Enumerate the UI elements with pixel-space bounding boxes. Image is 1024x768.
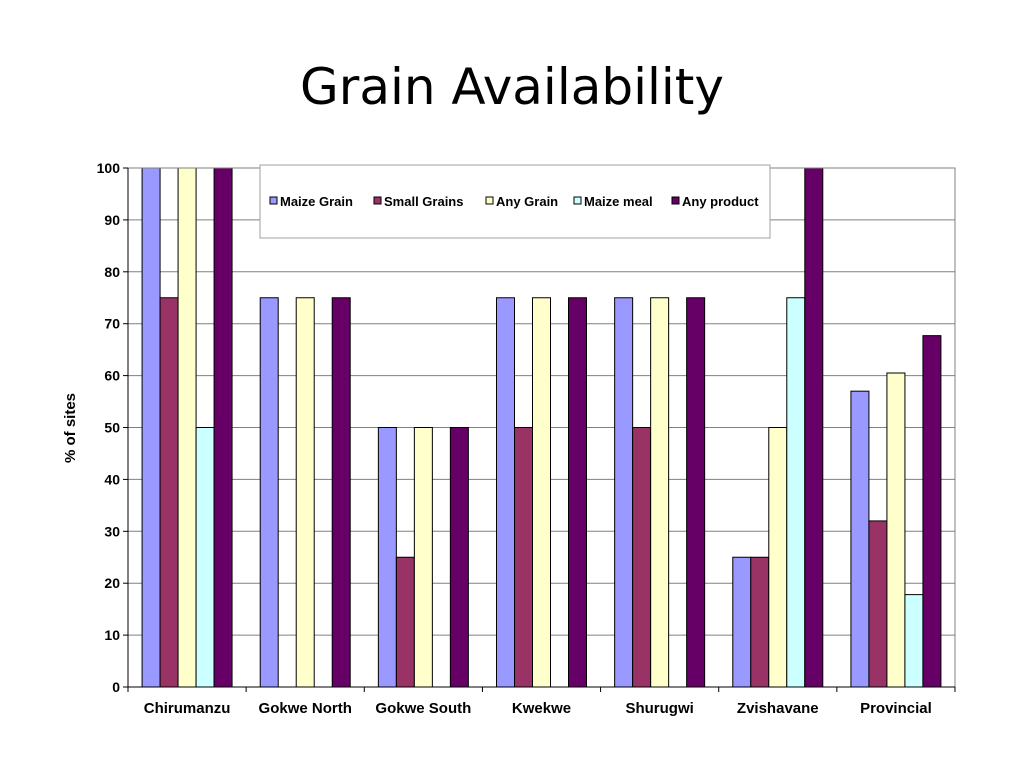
legend-label: Maize Grain bbox=[280, 194, 353, 209]
y-tick-label: 20 bbox=[104, 575, 120, 591]
bar bbox=[568, 297, 587, 688]
bar bbox=[850, 390, 870, 688]
y-tick-label: 10 bbox=[104, 627, 120, 643]
x-category-label: Provincial bbox=[860, 700, 932, 717]
bar bbox=[259, 297, 279, 688]
legend: Maize Grain Small Grains Any Grain Maize me… bbox=[259, 164, 771, 239]
x-category-label: Gokwe South bbox=[375, 700, 471, 717]
legend-swatch bbox=[485, 196, 494, 205]
bar bbox=[514, 427, 533, 688]
bars bbox=[141, 167, 942, 688]
bar bbox=[732, 556, 752, 688]
x-category-label: Chirumanzu bbox=[144, 700, 231, 717]
y-tick-label: 60 bbox=[104, 368, 120, 384]
y-tick-label: 0 bbox=[112, 679, 120, 695]
bar bbox=[496, 297, 515, 688]
bar bbox=[786, 297, 806, 688]
x-category-label: Zvishavane bbox=[737, 700, 819, 717]
bar bbox=[922, 335, 942, 688]
bar bbox=[904, 594, 924, 688]
x-category-labels: Chirumanzu Gokwe North Gokwe South Kwekwe Sh… bbox=[144, 700, 932, 717]
legend-label: Any Grain bbox=[496, 194, 558, 209]
bar bbox=[532, 297, 551, 688]
bar bbox=[614, 297, 634, 688]
bar bbox=[804, 167, 824, 688]
bar bbox=[141, 167, 161, 688]
y-tick-label: 80 bbox=[104, 264, 120, 280]
legend-swatch bbox=[671, 196, 680, 205]
y-tick-label: 90 bbox=[104, 212, 120, 228]
bar bbox=[177, 167, 197, 688]
legend-label: Maize meal bbox=[584, 194, 653, 209]
bar bbox=[213, 167, 233, 688]
bar bbox=[686, 297, 706, 688]
bar bbox=[632, 427, 652, 688]
bar bbox=[413, 427, 433, 688]
y-tick-label: 100 bbox=[97, 160, 121, 176]
bar bbox=[159, 297, 179, 688]
bar bbox=[195, 427, 215, 688]
y-tick-label: 50 bbox=[104, 420, 120, 436]
legend-box bbox=[259, 164, 771, 239]
bar bbox=[331, 297, 351, 688]
bar bbox=[395, 556, 415, 688]
x-category-label: Kwekwe bbox=[512, 700, 571, 717]
bar bbox=[868, 520, 888, 688]
legend-swatch bbox=[373, 196, 382, 205]
x-category-label: Gokwe North bbox=[259, 700, 352, 717]
legend-swatch bbox=[573, 196, 582, 205]
bar bbox=[377, 427, 397, 688]
y-tick-label: 30 bbox=[104, 523, 120, 539]
chart-title: Grain Availability bbox=[300, 58, 724, 116]
y-tick-label: 40 bbox=[104, 471, 120, 487]
bar bbox=[449, 427, 469, 688]
bar bbox=[750, 556, 770, 688]
legend-label: Small Grains bbox=[384, 194, 463, 209]
x-category-label: Shurugwi bbox=[625, 700, 693, 717]
bar bbox=[650, 297, 670, 688]
bar bbox=[295, 297, 315, 688]
legend-label: Any product bbox=[682, 194, 759, 209]
y-axis-label: % of sites bbox=[62, 393, 79, 463]
y-tick-labels: 0 10 20 30 40 50 60 70 80 90 100 bbox=[97, 160, 121, 695]
legend-swatch bbox=[269, 196, 278, 205]
bar bbox=[886, 372, 906, 688]
y-tick-label: 70 bbox=[104, 316, 120, 332]
bar bbox=[768, 427, 788, 688]
